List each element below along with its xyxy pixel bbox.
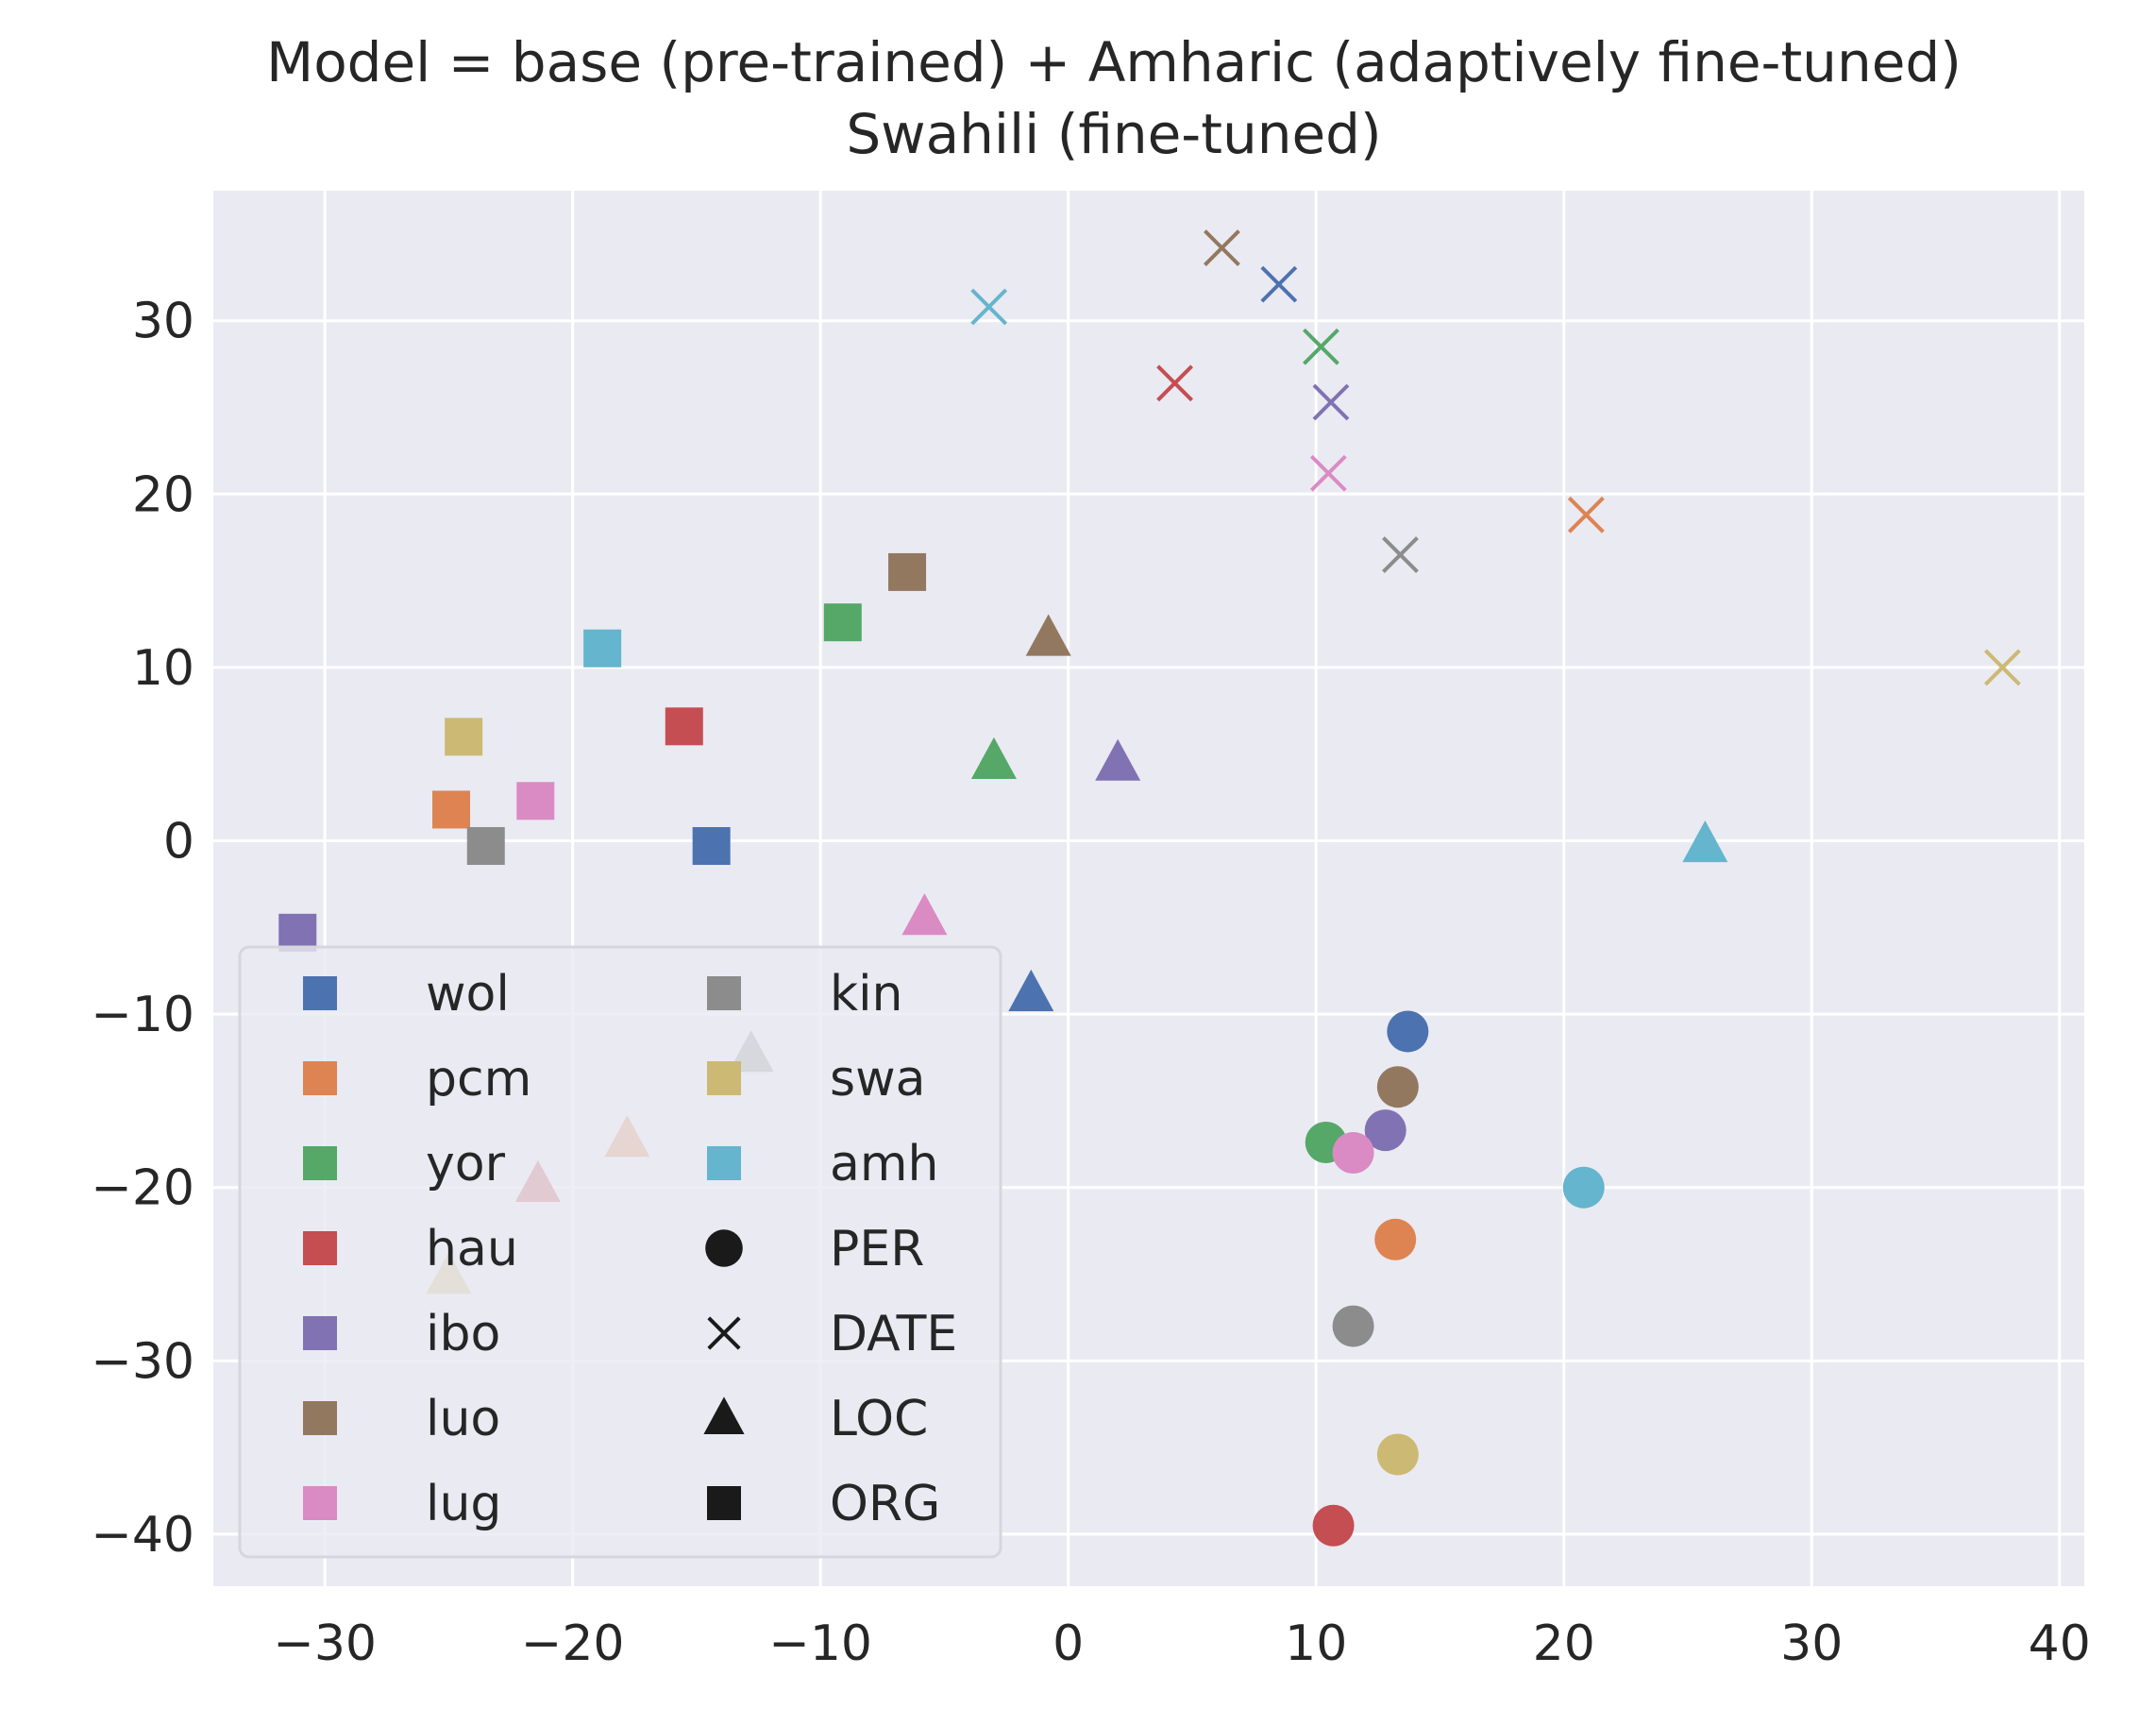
- point-swa-org: [445, 718, 483, 756]
- legend-marker-yor: [303, 1146, 337, 1180]
- legend-label-pcm: pcm: [426, 1051, 531, 1108]
- legend-label-wol: wol: [426, 966, 510, 1023]
- legend-marker-pcm: [303, 1061, 337, 1095]
- legend-marker-loc: [703, 1396, 745, 1435]
- point-wol-date: [1260, 265, 1298, 303]
- point-amh-org: [583, 629, 622, 668]
- point-hau-date: [1156, 364, 1193, 402]
- x-tick-label: −20: [521, 1615, 625, 1672]
- legend-marker-date: [707, 1316, 741, 1350]
- point-ibo-date: [1312, 383, 1350, 421]
- point-luo-date: [1204, 229, 1240, 267]
- point-pcm-org: [432, 790, 471, 829]
- legend-label-ibo: ibo: [426, 1306, 500, 1362]
- data-points: [278, 229, 2021, 1547]
- chart-subtitle: Swahili (fine-tuned): [846, 102, 1381, 166]
- legend-frame: [238, 945, 1002, 1559]
- y-tick-label: −30: [91, 1333, 194, 1390]
- legend-label-luo: luo: [426, 1391, 500, 1447]
- x-axis-ticks: −30 −20 −10 0 10 20 30 40: [273, 1615, 2091, 1672]
- point-ibo-org: [278, 913, 317, 952]
- legend-marker-lug: [303, 1486, 337, 1520]
- point-kin-date: [1382, 536, 1419, 573]
- legend-label-yor: yor: [426, 1136, 506, 1192]
- point-hau-org: [665, 707, 703, 746]
- point-swa-date: [1983, 649, 2021, 686]
- legend-label-kin: kin: [830, 966, 903, 1023]
- legend-label-date: DATE: [830, 1306, 957, 1362]
- point-lug-org: [516, 782, 555, 820]
- point-kin-per: [1332, 1305, 1374, 1347]
- legend-marker-hau: [303, 1231, 337, 1265]
- legend-label-org: ORG: [830, 1476, 940, 1532]
- point-lug-loc: [901, 893, 948, 936]
- legend-label-amh: amh: [830, 1136, 938, 1192]
- point-amh-date: [970, 288, 1008, 326]
- point-pcm-date: [1567, 496, 1605, 533]
- x-tick-label: 20: [1533, 1615, 1595, 1672]
- legend-marker-kin: [707, 976, 741, 1010]
- y-tick-label: −10: [91, 987, 194, 1043]
- chart-title: Model = base (pre-trained) + Amharic (ad…: [266, 30, 1962, 94]
- point-yor-date: [1303, 328, 1339, 365]
- y-tick-label: −20: [91, 1160, 194, 1217]
- point-yor-org: [823, 603, 862, 642]
- legend-marker-org: [707, 1486, 741, 1520]
- point-wol-per: [1387, 1010, 1429, 1053]
- legend-label-hau: hau: [426, 1221, 518, 1277]
- point-amh-per: [1562, 1166, 1605, 1209]
- point-kin-org: [466, 827, 505, 866]
- point-wol-org: [692, 827, 731, 866]
- point-lug-date: [1309, 454, 1347, 492]
- legend-marker-ibo: [303, 1316, 337, 1350]
- y-axis-ticks: −40 −30 −20 −10 0 10 20 30: [91, 294, 194, 1564]
- y-tick-label: 10: [132, 640, 194, 697]
- legend-marker-amh: [707, 1146, 741, 1180]
- point-swa-per: [1376, 1433, 1419, 1476]
- point-ibo-per: [1364, 1109, 1406, 1152]
- legend-label-lug: lug: [426, 1476, 501, 1532]
- x-tick-label: 10: [1285, 1615, 1347, 1672]
- y-tick-label: 0: [163, 814, 194, 871]
- x-tick-label: 40: [2029, 1615, 2091, 1672]
- point-wol-loc: [1008, 969, 1054, 1011]
- legend-marker-per: [705, 1229, 743, 1267]
- point-hau-per: [1312, 1504, 1355, 1547]
- x-tick-label: 30: [1780, 1615, 1843, 1672]
- point-pcm-per: [1374, 1218, 1417, 1260]
- legend: wol pcm yor hau ibo luo lug kin swa amh PER DATE LOC…: [238, 945, 1002, 1559]
- legend-label-loc: LOC: [830, 1391, 928, 1447]
- y-tick-label: 20: [132, 466, 194, 523]
- point-ibo-loc: [1095, 738, 1141, 781]
- legend-label-per: PER: [830, 1221, 924, 1277]
- x-tick-label: −30: [273, 1615, 377, 1672]
- legend-label-swa: swa: [830, 1051, 926, 1108]
- y-tick-label: −40: [91, 1507, 194, 1564]
- x-tick-label: −10: [768, 1615, 872, 1672]
- legend-marker-luo: [303, 1401, 337, 1435]
- y-tick-label: 30: [132, 294, 194, 350]
- legend-marker-swa: [707, 1061, 741, 1095]
- point-yor-loc: [970, 736, 1017, 779]
- point-luo-per: [1376, 1066, 1419, 1108]
- legend-marker-wol: [303, 976, 337, 1010]
- point-luo-org: [888, 552, 927, 591]
- point-amh-loc: [1682, 820, 1728, 863]
- point-luo-loc: [1025, 614, 1071, 656]
- point-lug-per: [1332, 1131, 1374, 1174]
- x-tick-label: 0: [1053, 1615, 1084, 1672]
